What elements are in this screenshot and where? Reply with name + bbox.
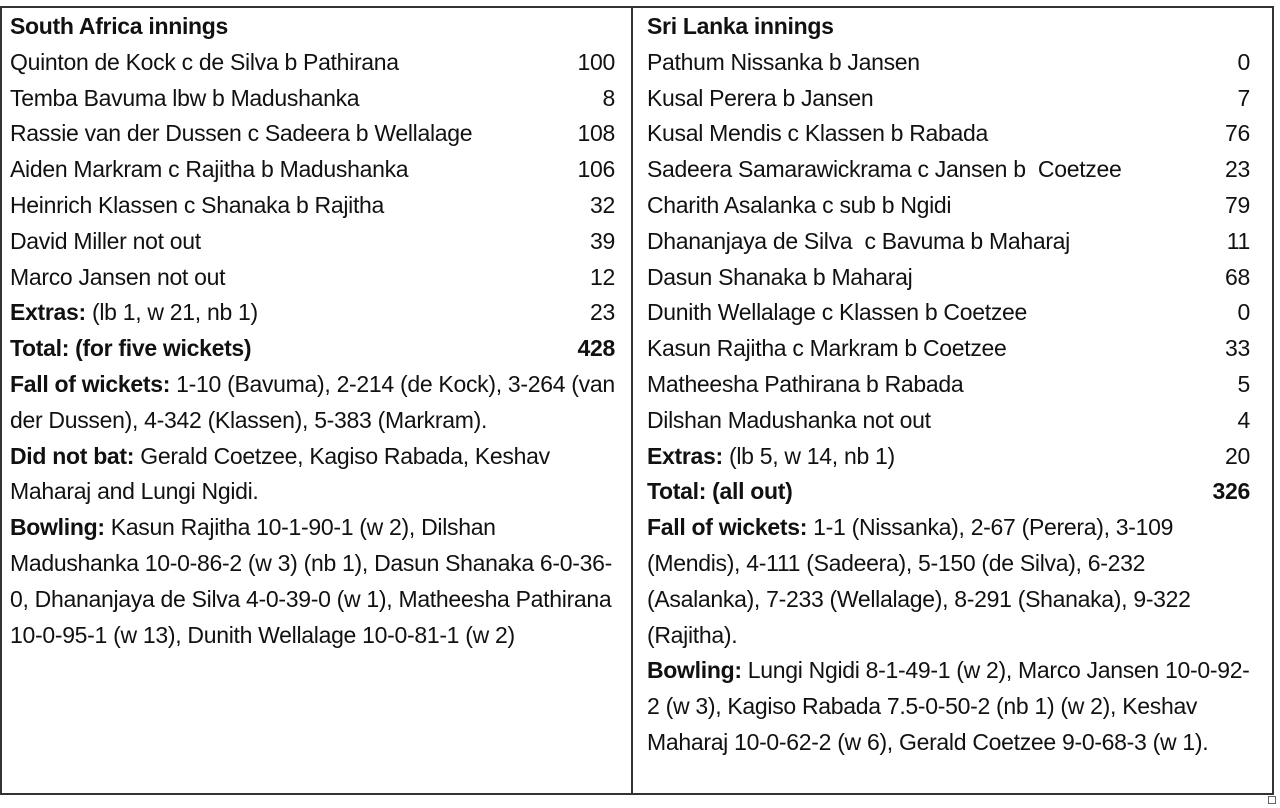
total-runs: 428 — [577, 335, 616, 362]
batsman-row: Heinrich Klassen c Shanaka b Rajitha 32 — [10, 188, 615, 224]
batsman-dismissal: Quinton de Kock c de Silva b Pathirana — [10, 48, 399, 75]
batsman-row: Temba Bavuma lbw b Madushanka 8 — [10, 81, 615, 117]
batsman-runs: 7 — [1237, 84, 1251, 111]
dnb-text: Gerald Coetzee, Kagiso Rabada, Keshav Ma… — [10, 442, 550, 505]
innings-title: Sri Lanka innings — [647, 13, 834, 39]
total-row: Total: (for five wickets) 428 — [10, 331, 615, 367]
south-africa-cell[interactable]: South Africa innings Quinton de Kock c d… — [2, 8, 633, 793]
bowling-label: Bowling: — [647, 657, 742, 684]
batsman-runs: 4 — [1237, 406, 1251, 433]
batsman-runs: 79 — [1225, 191, 1250, 218]
fall-of-wickets: Fall of wickets: 1-10 (Bavuma), 2-214 (d… — [10, 367, 615, 439]
batsman-row: Aiden Markram c Rajitha b Madushanka 106 — [10, 152, 615, 188]
bowling-text: Lungi Ngidi 8-1-49-1 (w 2), Marco Jansen… — [647, 657, 1250, 755]
fow-label: Fall of wickets: — [647, 514, 808, 541]
batsman-dismissal: Aiden Markram c Rajitha b Madushanka — [10, 156, 409, 183]
batsman-row: Dunith Wellalage c Klassen b Coetzee 0 — [647, 295, 1250, 331]
batting-list: Pathum Nissanka b Jansen 0 Kusal Perera b … — [647, 45, 1250, 439]
batsman-row: Pathum Nissanka b Jansen 0 — [647, 45, 1250, 81]
extras-runs: 20 — [1225, 442, 1250, 469]
batsman-dismissal: Kusal Mendis c Klassen b Rabada — [647, 120, 989, 147]
batsman-row: Charith Asalanka c sub b Ngidi 79 — [647, 188, 1250, 224]
batsman-dismissal: Dunith Wellalage c Klassen b Coetzee — [647, 299, 1027, 326]
did-not-bat: Did not bat: Gerald Coetzee, Kagiso Raba… — [10, 439, 615, 511]
total-label: Total: (for five wickets) — [10, 335, 252, 362]
batsman-dismissal: Heinrich Klassen c Shanaka b Rajitha — [10, 191, 385, 218]
batsman-dismissal: Temba Bavuma lbw b Madushanka — [10, 84, 360, 111]
batsman-dismissal: Matheesha Pathirana b Rabada — [647, 370, 964, 397]
batsman-runs: 23 — [1225, 156, 1250, 183]
innings-title: South Africa innings — [10, 13, 229, 39]
bowling: Bowling: Lungi Ngidi 8-1-49-1 (w 2), Mar… — [647, 653, 1250, 760]
total-runs: 326 — [1212, 478, 1251, 505]
table-resize-handle[interactable] — [1268, 796, 1276, 804]
bowling-text: Kasun Rajitha 10-1-90-1 (w 2), Dilshan M… — [10, 514, 612, 648]
batsman-dismissal: Dasun Shanaka b Maharaj — [647, 263, 913, 290]
fow-label: Fall of wickets: — [10, 370, 171, 397]
extras-row: Extras: (lb 5, w 14, nb 1) 20 — [647, 439, 1250, 475]
extras-row: Extras: (lb 1, w 21, nb 1) 23 — [10, 295, 615, 331]
batsman-runs: 32 — [590, 191, 615, 218]
batsman-row: Dilshan Madushanka not out 4 — [647, 403, 1250, 439]
batsman-runs: 5 — [1237, 370, 1251, 397]
batsman-row: Rassie van der Dussen c Sadeera b Wellal… — [10, 116, 615, 152]
extras-text: (lb 1, w 21, nb 1) — [85, 299, 258, 326]
batsman-row: Kusal Perera b Jansen 7 — [647, 81, 1250, 117]
dnb-label: Did not bat: — [10, 442, 135, 469]
batsman-dismissal: Pathum Nissanka b Jansen — [647, 48, 920, 75]
bowling-label: Bowling: — [10, 514, 105, 541]
batsman-runs: 12 — [590, 263, 615, 290]
fow-text: 1-1 (Nissanka), 2-67 (Perera), 3-109 (Me… — [647, 514, 1191, 648]
batsman-row: Marco Jansen not out 12 — [10, 260, 615, 296]
batsman-runs: 39 — [590, 227, 615, 254]
batsman-dismissal: Kasun Rajitha c Markram b Coetzee — [647, 335, 1007, 362]
batsman-dismissal: David Miller not out — [10, 227, 201, 254]
batsman-dismissal: Kusal Perera b Jansen — [647, 84, 874, 111]
batsman-row: Kusal Mendis c Klassen b Rabada 76 — [647, 116, 1250, 152]
batsman-dismissal: Dhananjaya de Silva c Bavuma b Maharaj — [647, 227, 1070, 254]
batsman-dismissal: Rassie van der Dussen c Sadeera b Wellal… — [10, 120, 473, 147]
batsman-runs: 76 — [1225, 120, 1250, 147]
batsman-runs: 33 — [1225, 335, 1250, 362]
batsman-dismissal: Charith Asalanka c sub b Ngidi — [647, 191, 952, 218]
batsman-runs: 11 — [1226, 227, 1251, 254]
batsman-dismissal: Dilshan Madushanka not out — [647, 406, 931, 433]
batsman-row: Dhananjaya de Silva c Bavuma b Maharaj 11 — [647, 224, 1250, 260]
batsman-dismissal: Sadeera Samarawickrama c Jansen b Coetze… — [647, 156, 1122, 183]
extras-text: (lb 5, w 14, nb 1) — [722, 442, 895, 469]
batsman-row: Quinton de Kock c de Silva b Pathirana 10… — [10, 45, 615, 81]
scorecard-table: South Africa innings Quinton de Kock c d… — [0, 6, 1274, 795]
batsman-row: Kasun Rajitha c Markram b Coetzee 33 — [647, 331, 1250, 367]
batsman-runs: 0 — [1237, 299, 1251, 326]
fall-of-wickets: Fall of wickets: 1-1 (Nissanka), 2-67 (P… — [647, 510, 1250, 653]
batsman-row: Sadeera Samarawickrama c Jansen b Coetze… — [647, 152, 1250, 188]
extras-runs: 23 — [590, 299, 615, 326]
batting-list: Quinton de Kock c de Silva b Pathirana 10… — [10, 45, 615, 296]
batsman-dismissal: Marco Jansen not out — [10, 263, 226, 290]
batsman-runs: 8 — [602, 84, 616, 111]
batsman-row: Dasun Shanaka b Maharaj 68 — [647, 260, 1250, 296]
batsman-runs: 108 — [577, 120, 616, 147]
batsman-row: Matheesha Pathirana b Rabada 5 — [647, 367, 1250, 403]
total-row: Total: (all out) 326 — [647, 474, 1250, 510]
fow-text: 1-10 (Bavuma), 2-214 (de Kock), 3-264 (v… — [10, 370, 615, 433]
extras-label: Extras: — [10, 299, 86, 326]
sri-lanka-cell[interactable]: Sri Lanka innings Pathum Nissanka b Jans… — [633, 8, 1272, 793]
batsman-row: David Miller not out 39 — [10, 224, 615, 260]
bowling: Bowling: Kasun Rajitha 10-1-90-1 (w 2), … — [10, 510, 615, 653]
extras-label: Extras: — [647, 442, 723, 469]
batsman-runs: 68 — [1225, 263, 1250, 290]
batsman-runs: 0 — [1237, 48, 1251, 75]
batsman-runs: 106 — [577, 156, 616, 183]
batsman-runs: 100 — [577, 48, 616, 75]
total-label: Total: (all out) — [647, 478, 793, 505]
